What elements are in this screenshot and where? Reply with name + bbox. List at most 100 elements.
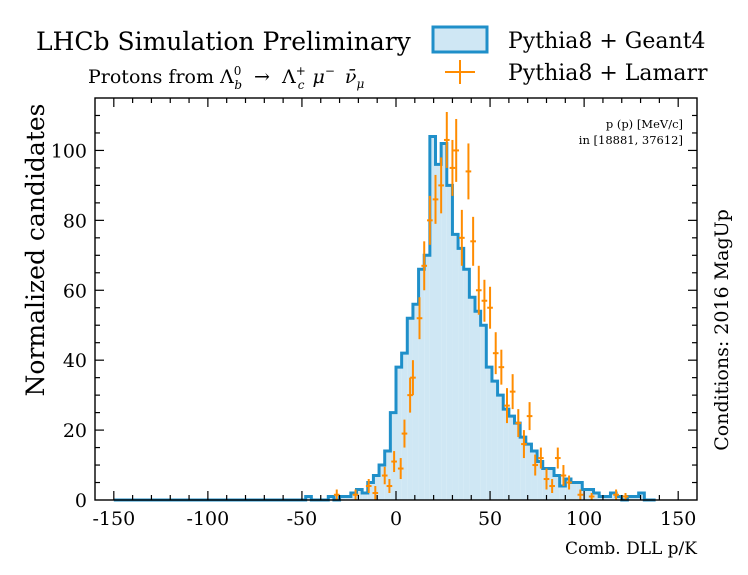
histogram-bin xyxy=(486,367,492,500)
lamarr-point xyxy=(526,402,533,431)
legend: Pythia8 + Geant4 Pythia8 + Lamarr xyxy=(431,25,708,86)
histogram-bin xyxy=(610,493,617,500)
lamarr-point xyxy=(449,139,456,196)
legend-label-lamarr: Pythia8 + Lamarr xyxy=(508,61,708,86)
histogram-bin xyxy=(435,164,442,500)
histogram-bin xyxy=(537,461,543,500)
bin-info-line1: p (p) [MeV/c] xyxy=(606,117,683,131)
lamarr-point xyxy=(397,458,404,480)
histogram-bin xyxy=(616,496,622,500)
histogram-bin xyxy=(497,395,504,500)
histogram-bin xyxy=(418,269,425,500)
lamarr-point xyxy=(577,489,584,500)
histogram-bin xyxy=(469,297,476,500)
histogram-bin xyxy=(638,493,645,500)
x-tick-labels: -150 -100 -50 0 50 100 150 xyxy=(92,508,696,530)
histogram-bin xyxy=(441,143,447,500)
x-tick-label: 50 xyxy=(478,508,502,530)
histogram-bin xyxy=(339,496,346,500)
lamarr-point xyxy=(475,265,482,315)
histogram-bin xyxy=(356,489,363,500)
histogram-bin xyxy=(520,437,526,500)
y-tick-label: 20 xyxy=(63,420,87,442)
y-axis-label: Normalized candidates xyxy=(21,104,50,397)
lamarr-point xyxy=(543,468,550,490)
lamarr-point xyxy=(481,279,488,322)
subtitle-prefix: Protons from xyxy=(88,66,214,88)
histogram-bin xyxy=(525,444,532,500)
lamarr-errorbars xyxy=(333,111,629,500)
histogram-bin xyxy=(345,496,351,500)
lamarr-point xyxy=(421,241,428,291)
y-tick-label: 100 xyxy=(51,140,87,162)
axis-ticks xyxy=(95,98,697,500)
histogram-bin xyxy=(491,381,498,500)
chart-title: LHCb Simulation Preliminary xyxy=(36,27,412,56)
histogram-bin xyxy=(531,451,538,500)
lamarr-point xyxy=(504,388,510,424)
lamarr-point xyxy=(401,419,408,448)
decay-subtitle: Protons from Λ0 b → Λ+ c μ− ν̄μ xyxy=(88,64,364,92)
histogram-bin xyxy=(565,479,571,500)
bin-info-line2: in [18881, 37612] xyxy=(579,133,683,147)
histogram-bin xyxy=(305,496,312,500)
lamarr-point xyxy=(410,360,416,396)
lamarr-point xyxy=(381,466,388,485)
x-tick-label: 100 xyxy=(566,508,602,530)
histogram-bin xyxy=(446,185,453,501)
histogram-bin xyxy=(396,367,402,500)
lamarr-point xyxy=(509,374,516,410)
lamarr-point xyxy=(365,479,372,494)
legend-item-lamarr: Pythia8 + Lamarr xyxy=(445,60,708,86)
histogram-bin xyxy=(627,496,634,500)
lamarr-point xyxy=(438,157,444,214)
histogram-step-outline xyxy=(113,134,656,502)
histogram-bin xyxy=(458,248,464,500)
lamarr-point xyxy=(532,454,539,476)
x-axis-label: Comb. DLL p/K xyxy=(565,539,697,559)
legend-label-geant4: Pythia8 + Geant4 xyxy=(508,29,706,54)
histogram-bin xyxy=(554,475,560,500)
histogram-bin xyxy=(328,496,334,500)
lamarr-point xyxy=(333,489,340,500)
lamarr-point xyxy=(560,465,567,487)
lamarr-point xyxy=(470,216,476,266)
histogram-bin xyxy=(582,489,588,500)
lamarr-point xyxy=(352,489,359,500)
lamarr-point xyxy=(588,493,595,500)
x-tick-label: 0 xyxy=(390,508,402,530)
histogram-bin xyxy=(475,311,481,500)
histogram-bin xyxy=(508,416,515,500)
histogram-bin xyxy=(480,325,487,500)
histogram-bin xyxy=(350,493,357,500)
histogram-bin xyxy=(424,255,430,500)
lamarr-point xyxy=(432,174,439,224)
lamarr-point xyxy=(549,479,555,494)
x-tick-label: -100 xyxy=(187,508,230,530)
y-tick-label: 0 xyxy=(75,490,87,512)
y-tick-label: 80 xyxy=(63,210,87,232)
lamarr-point xyxy=(521,430,527,459)
histogram-bin xyxy=(452,234,459,500)
lamarr-point xyxy=(372,486,379,500)
lamarr-point xyxy=(459,209,465,266)
lamarr-point xyxy=(443,111,450,168)
histogram-bin xyxy=(429,136,436,500)
histogram-bin xyxy=(362,493,368,500)
histogram-bin xyxy=(379,465,385,500)
lamarr-point xyxy=(427,195,433,245)
x-tick-label: -50 xyxy=(287,508,318,530)
legend-swatch-geant4 xyxy=(431,25,489,54)
histogram-bin xyxy=(559,486,566,500)
x-tick-label: -150 xyxy=(92,508,135,530)
geant4-histogram xyxy=(113,134,656,502)
legend-item-geant4: Pythia8 + Geant4 xyxy=(431,25,706,54)
lamarr-point xyxy=(465,143,472,200)
lamarr-point xyxy=(416,297,423,340)
lamarr-point xyxy=(386,479,393,494)
lamarr-point xyxy=(498,349,505,385)
histogram-bin xyxy=(570,482,577,500)
lamarr-point xyxy=(613,489,619,500)
histogram-bin xyxy=(412,304,419,500)
